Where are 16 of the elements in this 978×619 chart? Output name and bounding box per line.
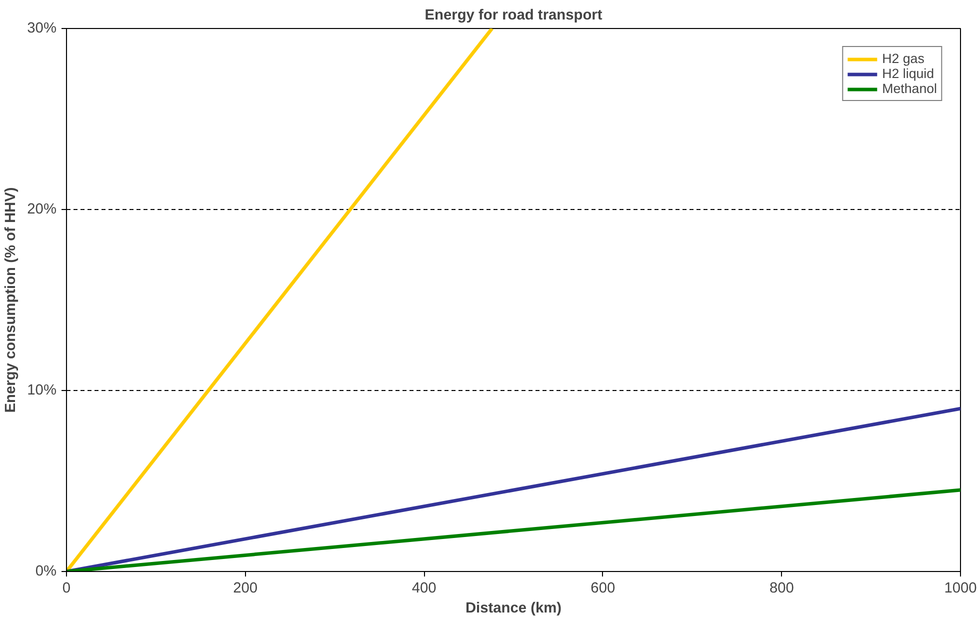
y-axis-title: Energy consumption (% of HHV) (3, 187, 20, 413)
x-tick-label: 0 (62, 580, 71, 596)
x-tick-label: 600 (590, 580, 616, 596)
x-tick-label: 800 (769, 580, 794, 596)
legend-label: H2 gas (882, 51, 924, 66)
y-tick-label: 10% (27, 382, 57, 398)
y-tick-label: 30% (27, 20, 57, 36)
x-tick-label: 200 (233, 580, 258, 596)
y-tick-label: 0% (35, 564, 57, 580)
chart-title: Energy for road transport (424, 8, 602, 24)
x-axis-title: Distance (km) (465, 600, 562, 616)
x-tick-label: 1000 (944, 580, 977, 596)
legend-label: H2 liquid (882, 66, 934, 81)
legend-label: Methanol (882, 81, 937, 96)
x-tick-label: 400 (412, 580, 436, 596)
y-tick-label: 20% (27, 202, 57, 218)
